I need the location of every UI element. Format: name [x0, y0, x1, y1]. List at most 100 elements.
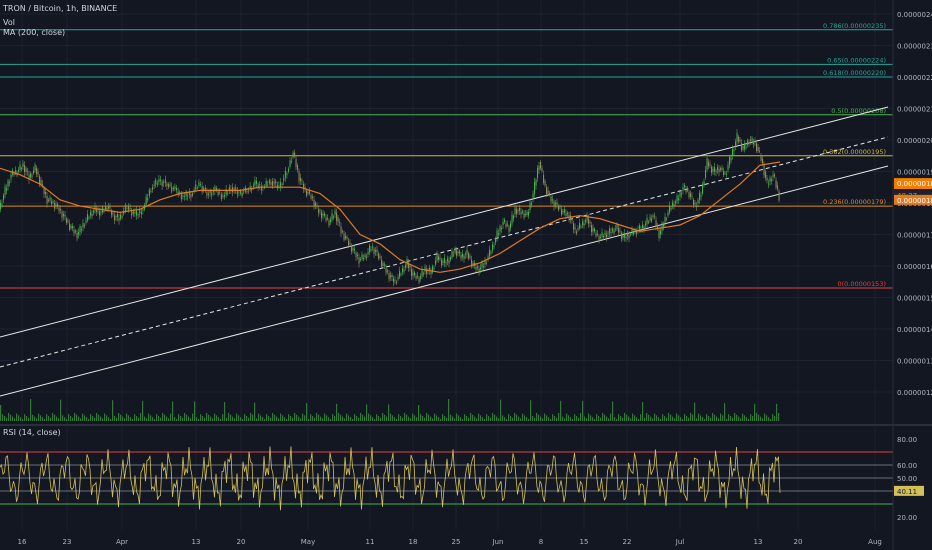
- candle-body: [627, 233, 629, 237]
- candle-body: [160, 179, 162, 181]
- price-candles[interactable]: [0, 129, 780, 287]
- candle-body: [60, 209, 62, 211]
- ma-legend[interactable]: MA (200, close): [3, 28, 66, 37]
- volume-bar: [696, 418, 698, 421]
- volume-bar: [514, 413, 516, 421]
- rsi-legend[interactable]: RSI (14, close): [3, 428, 61, 437]
- volume-bar: [430, 416, 432, 421]
- volume-bar: [248, 417, 250, 421]
- candle-body: [477, 266, 479, 268]
- time-tick-label: 18: [409, 538, 418, 546]
- volume-bar: [314, 417, 316, 421]
- fib-retracement[interactable]: 0.786(0.00000235) 0.65(0.00000224) 0.618(0…: [0, 22, 893, 289]
- symbol-legend[interactable]: TRON / Bitcoin, 1h, BINANCE: [3, 4, 118, 13]
- volume-bar: [504, 417, 506, 421]
- volume-bar: [718, 418, 720, 421]
- volume-bar: [494, 414, 496, 421]
- candle-body: [523, 213, 525, 218]
- volume-bar: [562, 416, 564, 421]
- volume-bar: [258, 413, 260, 421]
- candle-body: [420, 276, 422, 279]
- trend-channel[interactable]: [0, 106, 889, 397]
- candle-body: [445, 262, 447, 264]
- volume-bar: [236, 413, 238, 421]
- volume-bar: [286, 419, 288, 421]
- price-tick-label: 0.00000140: [897, 326, 932, 334]
- candle-body: [735, 141, 737, 147]
- channel-lower-line[interactable]: [0, 165, 889, 397]
- candle-body: [351, 245, 353, 252]
- candle-body: [238, 191, 240, 193]
- volume-bar: [740, 418, 742, 421]
- volume-bar: [168, 418, 170, 421]
- candle-body: [185, 191, 187, 197]
- volume-bar: [94, 417, 96, 421]
- volume-bar: [546, 415, 548, 421]
- candle-body: [753, 141, 755, 145]
- candle-body: [49, 197, 51, 201]
- candle-body: [249, 185, 251, 190]
- candle-body: [396, 281, 398, 284]
- volume-bar: [440, 419, 442, 421]
- volume-bar: [416, 417, 418, 421]
- volume-bar: [34, 416, 36, 421]
- candle-body: [744, 143, 746, 150]
- candle-body: [280, 182, 282, 188]
- candle-body: [294, 152, 296, 156]
- volume-bar: [240, 417, 242, 421]
- channel-middle-line[interactable]: [0, 136, 889, 368]
- candle-body: [64, 214, 66, 217]
- candle-body: [412, 272, 414, 276]
- candle-body: [717, 167, 719, 170]
- volume-bar: [126, 413, 128, 421]
- volume-bar: [442, 414, 444, 421]
- candle-body: [373, 248, 375, 255]
- volume-bar: [632, 413, 634, 421]
- volume-bar: [664, 416, 666, 421]
- candle-body: [123, 211, 125, 214]
- candle-body: [174, 186, 176, 190]
- candle-body: [669, 205, 671, 213]
- candle-body: [34, 164, 36, 171]
- candle-body: [224, 194, 226, 197]
- volume-bar: [202, 416, 204, 421]
- candle-body: [240, 191, 242, 194]
- volume-bar: [438, 417, 440, 421]
- volume-bar: [678, 415, 680, 421]
- volume-bar: [96, 413, 98, 421]
- candle-body: [702, 183, 704, 194]
- candle-body: [486, 262, 488, 264]
- time-axis[interactable]: 16 23 Apr 13 20 May 11 18 25 Jun 8 15 22 Jul 13 20 Aug: [18, 538, 882, 546]
- volume-bar: [344, 418, 346, 421]
- volume-bar: [462, 419, 464, 421]
- candle-body: [96, 209, 98, 212]
- channel-upper-line[interactable]: [0, 106, 889, 338]
- candle-body: [670, 208, 672, 210]
- candle-body: [0, 202, 2, 210]
- candle-body: [57, 203, 59, 207]
- candle-body: [42, 184, 44, 185]
- candle-body: [303, 184, 305, 190]
- candle-body: [429, 267, 431, 271]
- candle-body: [301, 180, 303, 182]
- candle-body: [67, 221, 69, 222]
- volume-bar: [576, 416, 578, 421]
- candle-body: [176, 187, 178, 191]
- candle-body: [685, 188, 687, 193]
- candle-body: [520, 211, 522, 215]
- fib-level-label: 0.382(0.00000195): [823, 148, 886, 156]
- vol-legend[interactable]: Vol: [3, 18, 15, 27]
- candle-body: [145, 196, 147, 205]
- candle-body: [630, 233, 632, 235]
- candle-body: [684, 185, 686, 188]
- candle-body: [289, 160, 291, 167]
- volume-bar: [386, 416, 388, 421]
- volume-bar: [522, 413, 524, 421]
- candle-body: [426, 269, 428, 274]
- candle-body: [66, 218, 68, 224]
- volume-bar: [464, 414, 466, 421]
- candle-body: [369, 245, 371, 252]
- candle-body: [436, 252, 438, 261]
